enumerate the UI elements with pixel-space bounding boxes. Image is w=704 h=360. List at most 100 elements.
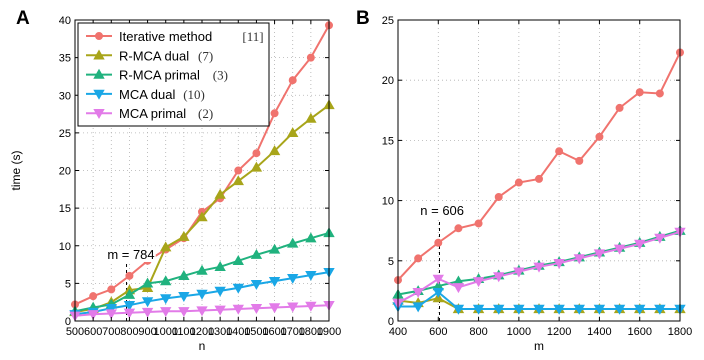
series-5	[392, 227, 686, 309]
legend-swatch-marker	[93, 68, 105, 79]
y-tick-label: 5	[65, 278, 71, 290]
legend-swatch-marker	[93, 89, 105, 100]
data-point	[474, 219, 483, 228]
x-tick-label: 500	[66, 326, 84, 338]
legend-reference: (2)	[198, 106, 213, 121]
axes-frame	[397, 19, 681, 322]
data-point	[89, 292, 98, 301]
data-point	[178, 292, 190, 302]
data-point	[107, 285, 116, 294]
legend: Iterative method [11] R-MCA dual (7) R-MCA p…	[77, 22, 270, 127]
data-point	[214, 286, 226, 297]
annotation-label: n = 606	[420, 203, 464, 218]
data-point	[232, 304, 244, 315]
data-point	[123, 301, 136, 312]
data-point	[250, 248, 263, 259]
data-point	[654, 304, 666, 315]
data-point	[232, 175, 244, 186]
data-point	[593, 304, 606, 315]
data-point	[87, 310, 99, 321]
data-point	[573, 254, 585, 265]
y-axis-label: time (s)	[9, 151, 23, 191]
data-point	[268, 276, 281, 287]
data-point	[305, 232, 317, 243]
x-tick-label: 1000	[153, 326, 177, 338]
x-tick-label: 900	[138, 326, 156, 338]
data-point	[232, 254, 244, 265]
data-point	[268, 243, 281, 254]
data-point	[141, 277, 154, 288]
legend-swatch-marker	[93, 109, 105, 120]
data-point	[514, 178, 523, 187]
data-point	[535, 174, 544, 183]
x-axis-label: m	[534, 339, 544, 353]
legend-reference: (10)	[183, 87, 205, 102]
x-tick-label: 600	[84, 326, 102, 338]
data-point	[472, 277, 485, 288]
legend-label: MCA primal	[119, 106, 186, 121]
annotation-background	[418, 203, 469, 218]
data-point	[288, 76, 297, 85]
data-point	[305, 112, 317, 123]
x-tick-label: 1200	[190, 326, 214, 338]
x-tick-label: 1900	[317, 326, 341, 338]
x-tick-label: 800	[469, 326, 487, 338]
y-tick-label: 40	[59, 15, 71, 27]
data-point	[513, 304, 525, 315]
panel-label: A	[16, 8, 30, 29]
data-point	[635, 88, 644, 97]
x-tick-label: 1800	[299, 326, 323, 338]
data-point	[234, 166, 243, 175]
x-tick-label: 1400	[587, 326, 611, 338]
data-point	[160, 275, 172, 286]
legend-label: R-MCA dual	[119, 48, 189, 63]
data-point	[412, 287, 424, 298]
data-point	[655, 89, 664, 98]
legend-swatch-marker	[93, 49, 105, 60]
series-5	[69, 301, 335, 322]
x-axis-label: n	[199, 339, 206, 353]
data-point	[125, 271, 134, 280]
data-point	[533, 304, 545, 315]
y-tick-label: 10	[382, 196, 394, 208]
y-tick-label: 0	[65, 316, 71, 328]
data-point	[493, 272, 505, 283]
data-point	[615, 103, 624, 112]
data-point	[287, 127, 299, 138]
data-point	[575, 156, 584, 165]
data-point	[414, 254, 423, 263]
series-3	[392, 224, 686, 299]
data-point	[250, 161, 263, 172]
y-tick-label: 5	[388, 256, 394, 268]
legend-reference: (3)	[213, 68, 228, 83]
data-point	[196, 289, 208, 300]
x-tick-label: 1800	[668, 326, 692, 338]
x-tick-label: 700	[102, 326, 120, 338]
y-tick-label: 35	[59, 53, 71, 65]
legend-label: MCA dual	[119, 87, 175, 102]
data-point	[232, 283, 244, 294]
y-tick-label: 20	[59, 166, 71, 178]
data-point	[434, 238, 443, 247]
data-point	[214, 305, 226, 316]
data-point	[553, 259, 565, 270]
data-point	[634, 239, 646, 250]
x-tick-label: 1400	[226, 326, 250, 338]
y-tick-label: 25	[59, 128, 71, 140]
series-4	[69, 267, 335, 321]
y-tick-label: 25	[382, 15, 394, 27]
data-point	[305, 270, 317, 281]
panel-b: Bn = 606 400 600 800 1000 1200 1400 1600 1800 0 5 1…	[356, 8, 692, 353]
legend-item: Iterative method [11]	[86, 29, 264, 44]
data-point	[123, 308, 136, 319]
legend-reference: [11]	[242, 29, 263, 44]
x-tick-label: 1700	[280, 326, 304, 338]
data-point	[196, 306, 208, 317]
data-point	[196, 211, 208, 222]
data-point	[432, 274, 444, 285]
data-point	[160, 241, 172, 252]
legend-item: R-MCA dual (7)	[86, 48, 213, 63]
y-tick-label: 10	[59, 241, 71, 253]
data-point	[250, 304, 263, 315]
legend-label: Iterative method	[119, 29, 212, 44]
